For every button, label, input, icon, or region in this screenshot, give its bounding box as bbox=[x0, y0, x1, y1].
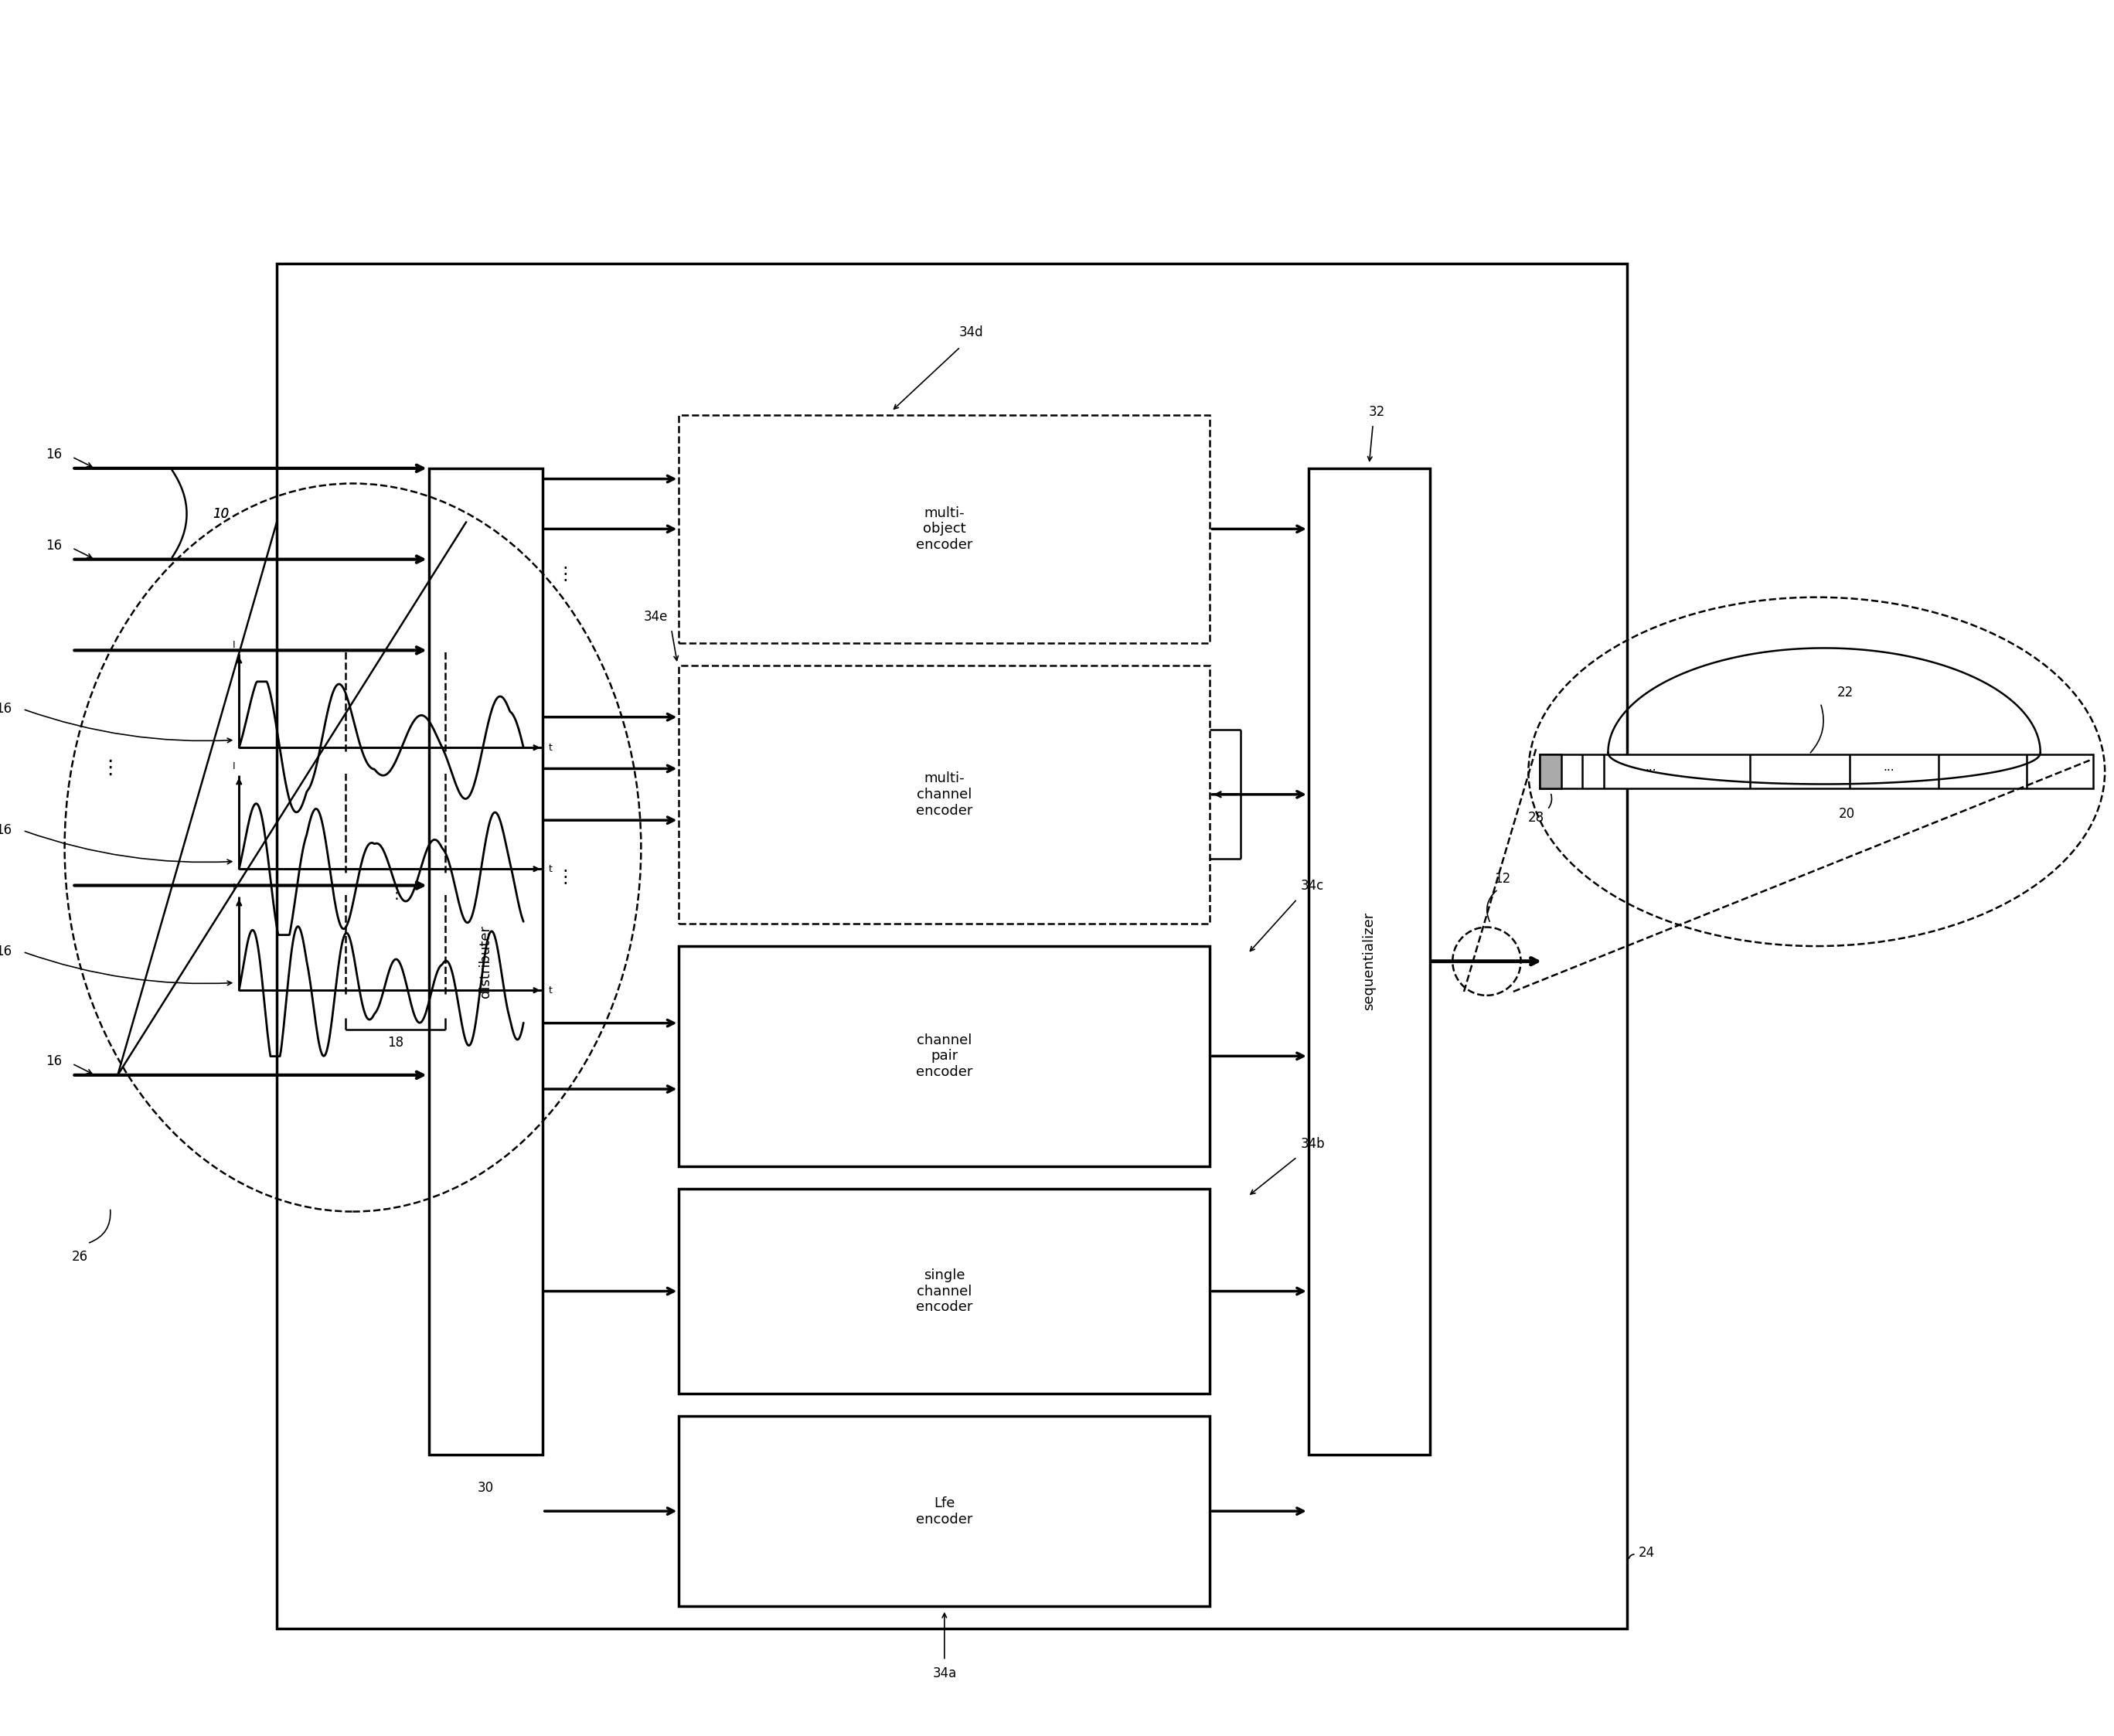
Text: 26: 26 bbox=[72, 1250, 89, 1264]
Text: 34e: 34e bbox=[643, 609, 668, 623]
Text: 16: 16 bbox=[47, 448, 61, 462]
Text: 32: 32 bbox=[1368, 404, 1385, 418]
Text: ···: ··· bbox=[1884, 766, 1894, 778]
Text: sequentializer: sequentializer bbox=[1361, 911, 1376, 1010]
Text: distributer: distributer bbox=[478, 925, 493, 998]
Text: channel
pair
encoder: channel pair encoder bbox=[915, 1033, 972, 1080]
Text: I: I bbox=[233, 762, 235, 773]
Bar bbox=[679, 665, 1209, 924]
Bar bbox=[679, 1417, 1209, 1606]
Text: 22: 22 bbox=[1837, 686, 1854, 700]
Text: t: t bbox=[548, 743, 552, 753]
Text: 28: 28 bbox=[1528, 811, 1543, 825]
Text: ⋮: ⋮ bbox=[99, 759, 120, 778]
Text: 12: 12 bbox=[1495, 871, 1512, 885]
Text: multi-
channel
encoder: multi- channel encoder bbox=[915, 771, 972, 818]
Text: single
channel
encoder: single channel encoder bbox=[915, 1269, 972, 1314]
Bar bbox=[672, 950, 1205, 1163]
Bar bbox=[1539, 753, 2093, 788]
Bar bbox=[679, 1189, 1209, 1394]
Bar bbox=[429, 469, 543, 1455]
Text: 20: 20 bbox=[1839, 807, 1856, 821]
Bar bbox=[1539, 753, 1560, 788]
Text: ⋮: ⋮ bbox=[389, 885, 406, 901]
Text: Lfe
encoder: Lfe encoder bbox=[915, 1496, 972, 1526]
Text: ⋮: ⋮ bbox=[556, 566, 575, 583]
Text: 16: 16 bbox=[0, 823, 11, 837]
Text: 34d: 34d bbox=[960, 325, 983, 339]
Text: 10: 10 bbox=[214, 507, 228, 521]
Text: I: I bbox=[233, 884, 235, 892]
Bar bbox=[679, 415, 1209, 642]
Text: multi-
object
encoder: multi- object encoder bbox=[915, 505, 972, 552]
Text: 16: 16 bbox=[47, 538, 61, 552]
Text: 18: 18 bbox=[387, 1036, 404, 1050]
Text: ⋮: ⋮ bbox=[556, 868, 575, 885]
Bar bbox=[666, 953, 1199, 1160]
Text: 34a: 34a bbox=[932, 1667, 956, 1680]
Text: 34b: 34b bbox=[1300, 1137, 1325, 1151]
Text: ···: ··· bbox=[1645, 766, 1655, 778]
Text: t: t bbox=[548, 986, 552, 995]
Text: 16: 16 bbox=[0, 701, 11, 715]
Bar bbox=[277, 264, 1628, 1628]
Text: 16: 16 bbox=[0, 944, 11, 958]
Text: 16: 16 bbox=[47, 1054, 61, 1068]
Text: 10: 10 bbox=[214, 507, 228, 521]
Text: 24: 24 bbox=[1638, 1547, 1655, 1561]
Bar bbox=[1309, 469, 1429, 1455]
Text: I: I bbox=[233, 641, 235, 651]
Text: t: t bbox=[548, 865, 552, 873]
Text: 30: 30 bbox=[478, 1481, 495, 1495]
Text: 34c: 34c bbox=[1300, 878, 1323, 892]
Bar bbox=[679, 946, 1209, 1167]
